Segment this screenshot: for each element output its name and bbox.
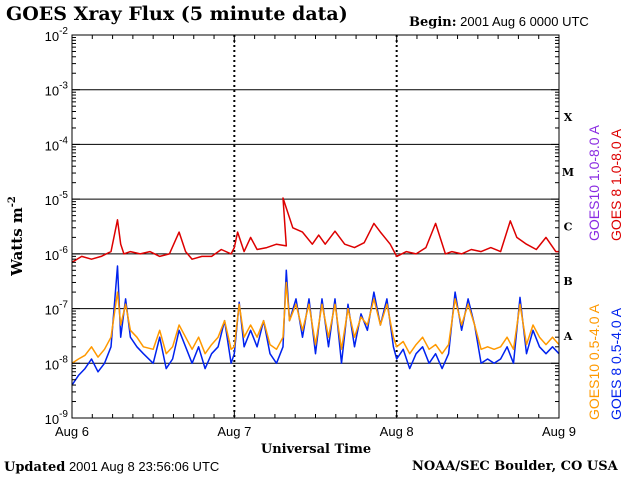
flare-class-label: A bbox=[563, 330, 573, 343]
updated-info: Updated 2001 Aug 8 23:56:06 UTC bbox=[4, 459, 219, 475]
svg-text:Watts m-2: Watts m-2 bbox=[7, 196, 26, 277]
y-axis-label-exponent: -2 bbox=[7, 196, 18, 207]
y-tick-label: 10-4 bbox=[45, 135, 69, 153]
x-tick-label: Aug 6 bbox=[55, 424, 89, 439]
y-tick-exponent: -3 bbox=[59, 81, 68, 92]
x-tick-label: Aug 8 bbox=[380, 424, 414, 439]
legend-goes10-long: GOES10 1.0-8.0 A bbox=[586, 125, 602, 241]
legend-goes8-long: GOES 8 1.0-8.0 A bbox=[608, 128, 624, 241]
begin-info: Begin: 2001 Aug 6 0000 UTC bbox=[409, 14, 589, 30]
y-tick-base: 10 bbox=[45, 303, 59, 318]
y-axis-label: Watts m-2 bbox=[7, 196, 26, 277]
y-tick-label: 10-6 bbox=[45, 245, 69, 263]
y-tick-base: 10 bbox=[45, 357, 59, 372]
y-tick-label: 10-2 bbox=[45, 26, 69, 44]
flare-class-label: B bbox=[563, 275, 572, 288]
y-tick-label: 10-8 bbox=[45, 354, 69, 372]
y-tick-label: 10-9 bbox=[45, 409, 69, 427]
updated-label: Updated bbox=[4, 460, 66, 475]
series-layer bbox=[71, 197, 560, 386]
legend-goes10-short: GOES10 0.5-4.0 A bbox=[586, 304, 602, 420]
y-tick-label: 10-5 bbox=[45, 190, 69, 208]
begin-value: 2001 Aug 6 0000 UTC bbox=[460, 14, 589, 29]
x-axis-label: Universal Time bbox=[261, 442, 371, 457]
y-tick-base: 10 bbox=[45, 138, 59, 153]
y-tick-exponent: -8 bbox=[59, 354, 68, 365]
y-tick-base: 10 bbox=[45, 84, 59, 99]
flare-class-label: X bbox=[564, 111, 573, 124]
page-title: GOES Xray Flux (5 minute data) bbox=[6, 3, 348, 25]
y-tick-base: 10 bbox=[45, 412, 59, 427]
series-line-goes10-0-5-4-0-a bbox=[71, 281, 560, 364]
series-line-goes-8-0-5-4-0-a bbox=[71, 265, 560, 386]
begin-label: Begin: bbox=[409, 15, 457, 30]
y-tick-exponent: -9 bbox=[59, 409, 68, 420]
legend-goes8-short: GOES 8 0.5-4.0 A bbox=[608, 307, 624, 420]
x-tick-label: Aug 7 bbox=[217, 424, 251, 439]
y-tick-base: 10 bbox=[45, 193, 59, 208]
y-tick-exponent: -5 bbox=[59, 190, 68, 201]
y-tick-exponent: -6 bbox=[59, 245, 68, 256]
x-tick-label: Aug 9 bbox=[542, 424, 576, 439]
y-tick-label: 10-3 bbox=[45, 81, 69, 99]
y-tick-exponent: -4 bbox=[59, 135, 68, 146]
y-tick-base: 10 bbox=[45, 248, 59, 263]
frame-layer bbox=[71, 34, 560, 419]
y-tick-exponent: -7 bbox=[59, 300, 68, 311]
updated-value: 2001 Aug 8 23:56:06 UTC bbox=[68, 459, 220, 474]
y-tick-base: 10 bbox=[45, 29, 59, 44]
series-line-goes-8-1-0-8-0-a bbox=[71, 197, 559, 263]
credit-text: NOAA/SEC Boulder, CO USA bbox=[412, 459, 618, 474]
y-axis-label-text: Watts m bbox=[8, 207, 26, 277]
flare-class-label: M bbox=[562, 166, 574, 179]
y-tick-exponent: -2 bbox=[59, 26, 68, 37]
flare-class-label: C bbox=[564, 221, 573, 234]
y-tick-label: 10-7 bbox=[45, 300, 69, 318]
